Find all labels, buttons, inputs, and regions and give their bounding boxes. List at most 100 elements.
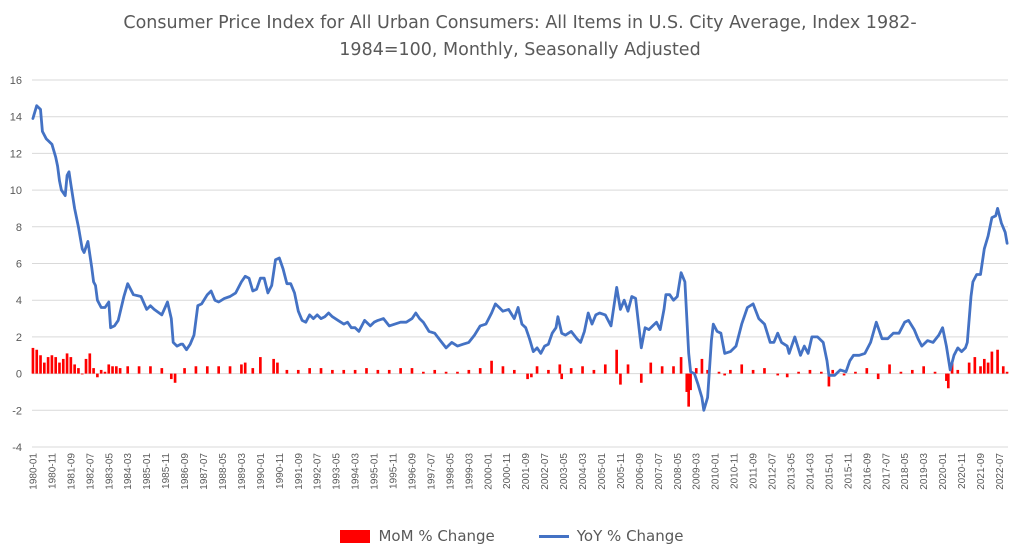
mom-bar: [61, 358, 65, 374]
mom-bar: [990, 351, 994, 374]
mom-bar: [512, 369, 516, 374]
mom-bar: [706, 369, 709, 374]
mom-bar: [996, 349, 999, 374]
mom-bar: [785, 373, 789, 378]
x-tick-label: 2015-11: [843, 453, 854, 489]
mom-bar: [103, 371, 107, 374]
mom-bar: [717, 371, 721, 374]
mom-bar: [365, 368, 368, 374]
x-tick-label: 2014-03: [805, 453, 816, 490]
mom-bar: [979, 366, 982, 374]
mom-bar: [183, 368, 186, 374]
x-tick-label: 1997-07: [426, 453, 437, 490]
x-tick-label: 2000-01: [483, 453, 494, 490]
x-tick-label: 2007-07: [654, 453, 665, 490]
mom-bar: [946, 373, 950, 389]
x-tick-label: 1988-05: [218, 453, 229, 490]
mom-bar: [331, 369, 334, 374]
x-tick-label: 1985-11: [161, 453, 172, 489]
x-tick-label: 2015-01: [824, 453, 835, 490]
chart-title: Consumer Price Index for All Urban Consu…: [123, 13, 917, 60]
mom-bar: [558, 364, 562, 374]
y-tick-label: 8: [16, 222, 22, 234]
x-tick-label: 1993-05: [332, 453, 343, 490]
x-tick-label: 2009-03: [692, 453, 703, 490]
mom-bar: [956, 369, 960, 374]
x-tick-label: 2018-05: [900, 453, 911, 490]
mom-bar: [149, 366, 152, 374]
x-tick-label: 1995-11: [389, 453, 400, 489]
mom-bar: [217, 366, 220, 374]
x-tick-label: 1990-11: [275, 453, 286, 489]
x-axis: 1980-01 1980-11 1981-09 1982-07 1983-05 1984-…: [28, 453, 1006, 490]
x-tick-label: 2003-05: [559, 453, 570, 490]
grid-layer: [32, 79, 1008, 448]
mom-bar: [353, 369, 357, 374]
mom-bar: [615, 349, 618, 374]
mom-bar: [910, 369, 914, 374]
x-tick-label: 1982-07: [85, 453, 96, 490]
mom-bar: [854, 371, 857, 374]
mom-bar: [679, 357, 683, 374]
mom-bar: [54, 357, 58, 374]
y-tick-label: 6: [16, 259, 22, 271]
x-tick-label: 1980-01: [28, 453, 39, 490]
y-tick-label: -2: [12, 405, 22, 417]
x-tick-label: 2020-11: [957, 453, 968, 489]
mom-bar: [581, 366, 584, 374]
mom-bar: [672, 366, 675, 374]
mom-bar: [376, 369, 380, 374]
mom-bar: [945, 373, 948, 381]
x-tick-label: 1990-01: [256, 453, 267, 490]
mom-bar: [173, 373, 177, 383]
mom-bar: [456, 371, 459, 374]
legend-swatch-yoy: [538, 534, 569, 538]
mom-bar: [560, 373, 564, 380]
mom-bar: [84, 358, 88, 374]
mom-bar: [687, 373, 690, 407]
x-tick-label: 2017-07: [881, 453, 892, 490]
mom-bar: [740, 364, 744, 374]
x-tick-label: 1986-09: [180, 453, 191, 490]
x-tick-label: 1987-07: [199, 453, 210, 490]
x-tick-label: 2005-11: [616, 453, 627, 489]
x-tick-label: 2005-01: [597, 453, 608, 490]
x-tick-label: 2001-09: [521, 453, 532, 490]
x-tick-label: 1991-09: [294, 453, 305, 490]
legend-swatch-mom: [340, 529, 371, 543]
mom-bar: [776, 373, 780, 376]
mom-bar: [35, 349, 39, 374]
legend-item-yoy: YoY % Change: [538, 527, 684, 545]
mom-bar: [126, 366, 130, 374]
x-tick-label: 1994-03: [351, 453, 362, 490]
legend-label-yoy: YoY % Change: [576, 527, 684, 545]
y-axis: -4 -2 0 2 4 6 8 10 12 14 16: [10, 75, 22, 454]
mom-bar: [876, 373, 880, 380]
y-tick-label: 2: [16, 332, 22, 344]
mom-bar: [276, 362, 279, 374]
mom-bar-series: [31, 347, 1009, 407]
mom-bar: [526, 373, 529, 380]
mom-bar: [422, 371, 425, 374]
y-tick-label: -4: [12, 442, 22, 454]
mom-bar: [308, 368, 311, 374]
x-tick-label: 2010-01: [711, 453, 722, 490]
mom-bar: [797, 371, 800, 374]
mom-bar: [342, 369, 346, 374]
mom-bar: [865, 368, 869, 374]
mom-bar: [65, 353, 69, 374]
y-tick-label: 0: [16, 369, 22, 381]
mom-bar: [467, 369, 471, 374]
mom-bar: [842, 373, 846, 376]
x-tick-label: 2008-05: [673, 453, 684, 490]
legend: MoM % Change YoY % Change: [0, 524, 1024, 548]
mom-bar: [107, 364, 111, 374]
mom-bar: [88, 353, 92, 374]
mom-bar: [808, 369, 812, 374]
mom-bar: [73, 364, 76, 374]
x-tick-label: 2004-03: [578, 453, 589, 490]
mom-bar: [751, 369, 755, 374]
mom-bar: [694, 368, 698, 374]
